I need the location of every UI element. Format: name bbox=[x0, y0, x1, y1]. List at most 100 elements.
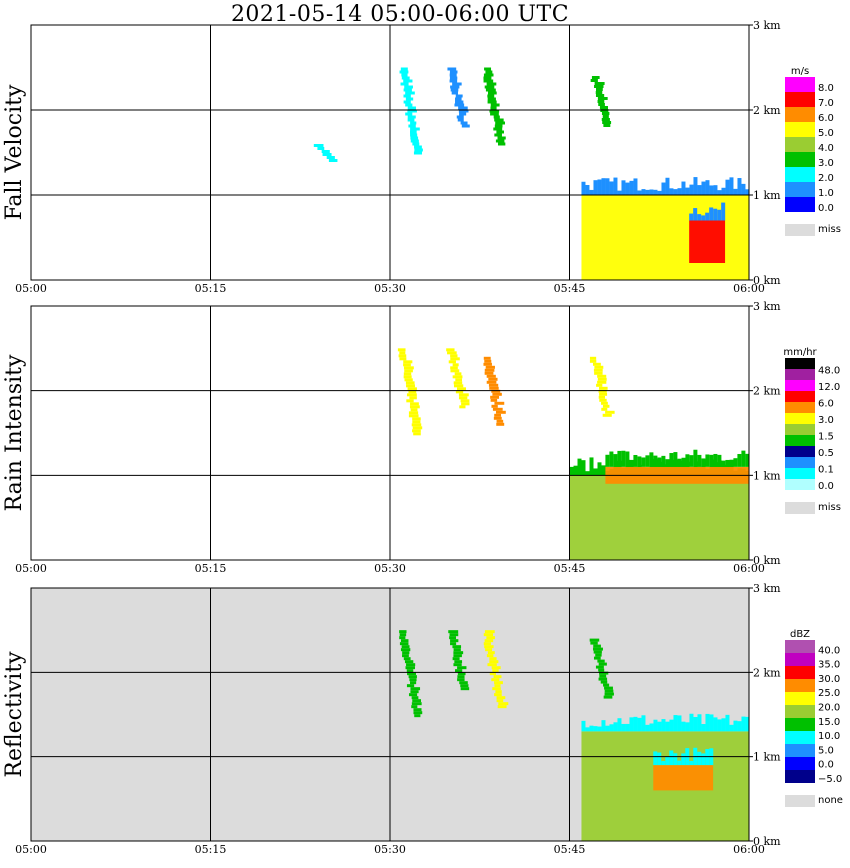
fall-velocity-feature-4-cell bbox=[601, 112, 610, 115]
fall-velocity-feature-5-edge bbox=[637, 190, 642, 195]
reflectivity-ytick-label: 2 km bbox=[753, 666, 781, 679]
reflectivity-feature-4-edge bbox=[661, 719, 666, 732]
fall-velocity-feature-3-cell bbox=[487, 91, 497, 95]
reflectivity-xtick-label: 05:15 bbox=[195, 843, 227, 856]
rain-intensity-feature-5-edge bbox=[609, 451, 614, 467]
reflectivity-colorbar-label: 40.0 bbox=[818, 645, 840, 656]
reflectivity-feature-1-cell bbox=[457, 675, 465, 679]
rain-intensity-feature-4-edge bbox=[585, 471, 590, 476]
rain-intensity-feature-0-cell bbox=[408, 411, 419, 415]
fall-velocity-feature-2-cell bbox=[450, 85, 460, 89]
fall-velocity-feature-2-cell bbox=[456, 115, 464, 119]
reflectivity-colorbar-label: 10.0 bbox=[818, 731, 840, 742]
fall-velocity-feature-3-cell bbox=[490, 106, 497, 110]
fall-velocity-feature-3-cell bbox=[487, 100, 497, 104]
fall-velocity-feature-3-cell bbox=[485, 88, 496, 92]
reflectivity-feature-2-cell bbox=[493, 675, 502, 679]
rain-intensity-feature-0-cell bbox=[403, 360, 413, 364]
rain-intensity-feature-0-cell bbox=[412, 420, 421, 424]
reflectivity-feature-4-edge bbox=[717, 719, 722, 732]
rain-intensity-colorbar-label: 12.0 bbox=[818, 382, 840, 393]
fall-velocity-ytick-label: 2 km bbox=[753, 104, 781, 117]
rain-intensity-feature-5-edge bbox=[613, 454, 618, 467]
rain-intensity-feature-2-cell bbox=[496, 419, 504, 423]
rain-intensity-xtick-label: 05:45 bbox=[554, 562, 586, 575]
chart-title: 2021-05-14 05:00-06:00 UTC bbox=[230, 2, 570, 27]
fall-velocity-feature-1-cell bbox=[405, 91, 415, 95]
reflectivity-feature-1-cell bbox=[457, 678, 465, 682]
fall-velocity-feature-5-edge bbox=[677, 188, 682, 195]
reflectivity-colorbar-swatch bbox=[785, 718, 815, 731]
fall-velocity-feature-1-cell bbox=[403, 100, 411, 104]
rain-intensity-colorbar-label: 0.5 bbox=[818, 448, 834, 459]
rain-intensity-feature-3-cell bbox=[599, 386, 608, 390]
rain-intensity-feature-1-cell bbox=[450, 366, 458, 370]
reflectivity-colorbar-swatch bbox=[785, 666, 815, 679]
fall-velocity-xtick-label: 05:30 bbox=[374, 282, 406, 295]
fall-velocity-feature-5-edge bbox=[657, 190, 662, 195]
rain-intensity-feature-1-cell bbox=[455, 390, 464, 394]
rain-intensity-feature-1-cell bbox=[457, 387, 467, 391]
rain-intensity-colorbar-swatch bbox=[785, 391, 815, 402]
reflectivity-feature-0-cell bbox=[413, 711, 423, 715]
fall-velocity-feature-1-cell bbox=[410, 139, 419, 143]
rain-intensity-feature-2-cell bbox=[492, 407, 503, 411]
rain-intensity-feature-3-cell bbox=[599, 398, 607, 402]
fall-velocity-feature-1-cell bbox=[403, 79, 413, 83]
rain-intensity-feature-0-cell bbox=[399, 351, 406, 355]
reflectivity-feature-4-edge bbox=[737, 721, 742, 732]
fall-velocity-feature-2-cell bbox=[449, 70, 458, 74]
rain-intensity-feature-4-edge bbox=[573, 465, 578, 476]
reflectivity-feature-3-cell bbox=[593, 644, 601, 648]
fall-velocity-feature-5-edge bbox=[581, 181, 586, 195]
rain-intensity-xtick-label: 05:00 bbox=[15, 562, 47, 575]
reflectivity-feature-4-edge bbox=[729, 724, 734, 732]
fall-velocity-feature-1-cell bbox=[414, 148, 423, 152]
reflectivity-feature-3-cell bbox=[604, 689, 614, 693]
rain-intensity-colorbar-swatch bbox=[785, 369, 815, 380]
reflectivity-feature-0-cell bbox=[399, 636, 406, 640]
rain-intensity-feature-3-cell bbox=[592, 362, 601, 366]
reflectivity-feature-4-edge bbox=[673, 715, 678, 732]
rain-intensity-feature-3-cell bbox=[597, 374, 607, 378]
fall-velocity-feature-1-cell bbox=[401, 73, 408, 77]
reflectivity-feature-0-cell bbox=[402, 654, 409, 658]
fall-velocity-feature-4-cell bbox=[601, 118, 610, 121]
fall-velocity-feature-1-cell bbox=[410, 136, 419, 140]
rain-intensity-echo-layer bbox=[397, 348, 750, 560]
fall-velocity-colorbar-label: 1.0 bbox=[818, 188, 834, 199]
reflectivity-feature-1-cell bbox=[453, 651, 464, 655]
rain-intensity-feature-3-cell bbox=[597, 380, 607, 384]
reflectivity-feature-1-cell bbox=[450, 639, 459, 643]
rain-intensity-feature-2-cell bbox=[489, 386, 499, 390]
fall-velocity-feature-6-edge bbox=[701, 215, 706, 221]
rain-intensity-feature-3-cell bbox=[597, 377, 607, 381]
rain-intensity-feature-0-cell bbox=[409, 405, 420, 409]
fall-velocity-feature-5-edge bbox=[693, 177, 698, 195]
reflectivity-feature-4-edge bbox=[701, 724, 706, 732]
reflectivity-feature-0-cell bbox=[405, 666, 415, 670]
fall-velocity-colorbar-label: 2.0 bbox=[818, 173, 834, 184]
rain-intensity-feature-5-edge bbox=[705, 454, 710, 467]
fall-velocity-feature-5-edge bbox=[689, 184, 694, 195]
rain-intensity-feature-4-edge bbox=[589, 457, 594, 476]
reflectivity-feature-3-cell bbox=[604, 686, 613, 690]
fall-velocity-feature-2-cell bbox=[455, 100, 464, 104]
reflectivity-feature-5-edge bbox=[661, 761, 666, 766]
reflectivity-feature-0-cell bbox=[411, 705, 418, 709]
reflectivity-feature-4-edge bbox=[697, 714, 702, 732]
fall-velocity-feature-3-cell bbox=[487, 94, 495, 98]
fall-velocity-feature-3-cell bbox=[497, 142, 506, 146]
reflectivity-colorbar-label: 0.0 bbox=[818, 760, 834, 771]
rain-intensity-feature-5-edge bbox=[617, 450, 622, 467]
reflectivity-feature-2-cell bbox=[484, 645, 494, 649]
reflectivity-feature-4-edge bbox=[745, 716, 750, 732]
reflectivity-feature-2-cell bbox=[494, 681, 503, 685]
fall-velocity-feature-4-cell bbox=[595, 94, 605, 97]
reflectivity-feature-2-cell bbox=[489, 672, 496, 676]
fall-velocity-feature-4-cell bbox=[602, 115, 609, 118]
reflectivity-feature-1-cell bbox=[457, 672, 466, 676]
reflectivity-feature-1-cell bbox=[455, 669, 463, 673]
fall-velocity-echo-layer bbox=[313, 67, 750, 280]
rain-intensity-feature-5-edge bbox=[661, 455, 666, 467]
